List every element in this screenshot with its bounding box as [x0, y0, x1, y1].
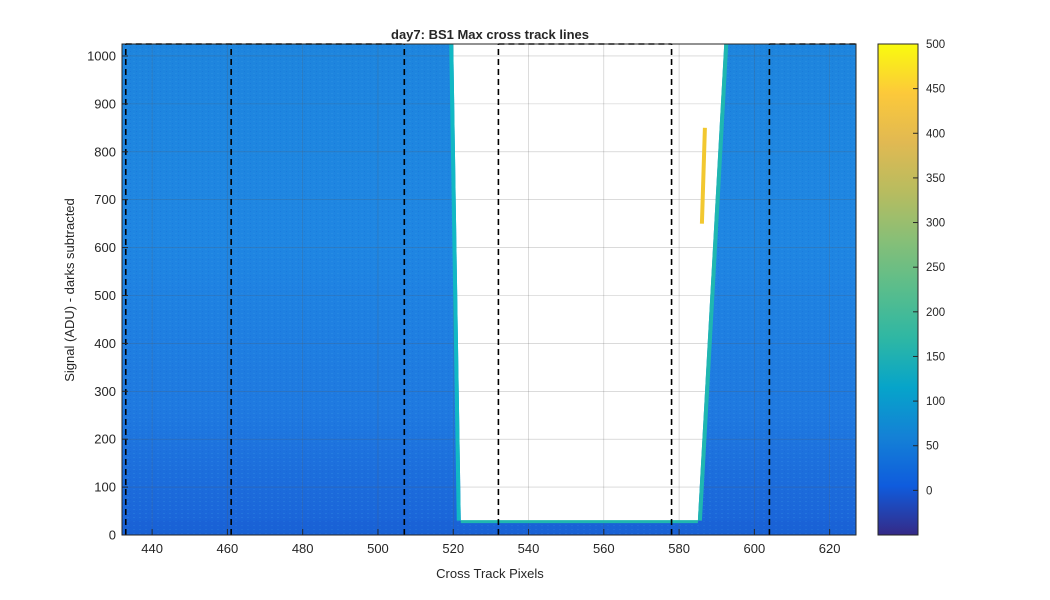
colorbar-tick-label: 350	[926, 173, 945, 185]
x-axis-ticks: 440 460 480 500 520 540 560 580 600 620	[141, 529, 841, 556]
grid	[122, 44, 856, 536]
y-tick-label: 900	[94, 96, 116, 111]
colorbar-tick-label: 200	[926, 307, 945, 319]
saturation-edge	[449, 43, 729, 524]
x-tick-label: 480	[292, 541, 314, 556]
colorbar-tick-label: 100	[926, 396, 945, 408]
y-axis-ticks: 0 100 200 300 400 500 600 700 800 900 1000	[87, 48, 128, 543]
axes-box	[121, 43, 857, 536]
saturated-region	[453, 44, 725, 521]
x-tick-label: 440	[141, 541, 163, 556]
x-tick-label: 500	[367, 541, 389, 556]
y-tick-label: 0	[109, 528, 116, 543]
x-tick-label: 540	[518, 541, 540, 556]
x-tick-label: 580	[668, 541, 690, 556]
x-tick-label: 600	[744, 541, 766, 556]
colorbar-tick-label: 250	[926, 262, 945, 274]
y-tick-label: 200	[94, 432, 116, 447]
colorbar-gradient	[878, 44, 918, 535]
colorbar-border	[877, 43, 919, 536]
colorbar-tick-label: 400	[926, 128, 945, 140]
right-edge-hot	[699, 127, 707, 224]
x-tick-label: 520	[442, 541, 464, 556]
y-axis-label: Signal (ADU) - darks subtracted	[62, 198, 77, 382]
y-tick-label: 400	[94, 336, 116, 351]
y-tick-label: 700	[94, 192, 116, 207]
x-tick-label: 560	[593, 541, 615, 556]
colorbar-tick-label: 50	[926, 441, 939, 453]
left-edge	[449, 43, 461, 521]
y-tick-label: 300	[94, 384, 116, 399]
x-tick-label: 460	[217, 541, 239, 556]
right-edge	[697, 43, 729, 521]
axes	[121, 43, 857, 536]
y-tick-label: 800	[94, 144, 116, 159]
colorbar: 0 50 100 150 200 250 300 350 400 450 500	[877, 39, 945, 536]
x-tick-label: 620	[819, 541, 841, 556]
x-axis-label: Cross Track Pixels	[436, 566, 544, 581]
heatmap-image	[122, 44, 856, 535]
colorbar-tick-label: 300	[926, 218, 945, 230]
chart-title: day7: BS1 Max cross track lines	[391, 27, 589, 42]
low-signal-band	[122, 520, 856, 535]
y-tick-label: 1000	[87, 48, 116, 63]
y-tick-label: 600	[94, 240, 116, 255]
colorbar-tick-label: 0	[926, 485, 932, 497]
colorbar-tick-label: 150	[926, 351, 945, 363]
colorbar-tick-label: 450	[926, 84, 945, 96]
y-tick-label: 100	[94, 480, 116, 495]
colorbar-tick-label: 500	[926, 39, 945, 51]
y-tick-label: 500	[94, 288, 116, 303]
